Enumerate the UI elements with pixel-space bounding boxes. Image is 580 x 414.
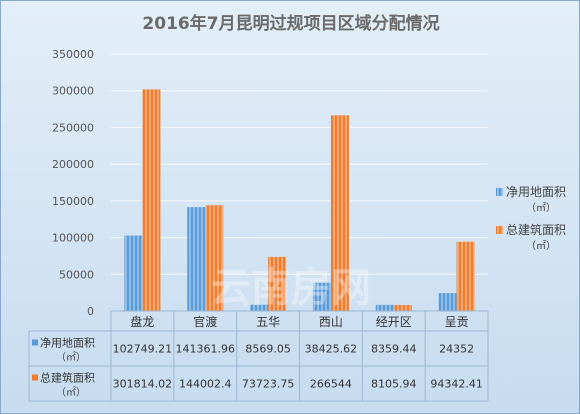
watermark: 云南房网 [211,265,371,311]
bar-net-land-area [124,235,143,311]
y-tick-label: 200000 [52,158,94,171]
y-tick-label: 50000 [59,268,94,281]
table-cell-value: 102749.21 [113,343,173,356]
bar-net-land-area [375,304,394,311]
category-label: 五华 [256,315,280,329]
table-cell-value: 24352 [439,343,474,356]
y-tick-label: 150000 [52,195,94,208]
category-label: 西山 [319,315,343,329]
table-series-name: 净用地面积 [40,336,95,350]
table-cell-value: 94342.41 [430,378,483,391]
table-cell-value: 144002.4 [179,378,232,391]
bars [124,89,475,311]
table-cell-value: 141361.96 [176,343,236,356]
bar-total-floor-area [330,115,349,311]
table-cell-value: 301814.02 [113,378,173,391]
y-tick-label: 350000 [52,48,94,61]
y-axis-ticks: 0 50000 100000 150000 200000 250000 300000 3500… [52,48,94,318]
table-series-swatch [32,374,38,381]
y-tick-label: 300000 [52,85,94,98]
gridlines [111,53,488,312]
y-tick-label: 250000 [52,121,94,134]
legend-swatch [496,226,503,234]
chart-title: 2016年7月昆明过规项目区域分配情况 [142,13,439,34]
bar-net-land-area [187,207,206,311]
bar-net-land-area [312,282,331,311]
legend-unit: （㎡） [526,240,556,252]
legend-swatch [496,188,503,196]
y-tick-label: 100000 [52,232,94,245]
category-label: 呈贡 [445,315,469,329]
bar-total-floor-area [142,89,161,311]
legend-unit: （㎡） [526,202,556,214]
legend-label: 总建筑面积 [506,222,566,237]
table-cell-value: 266544 [310,378,352,391]
legend: 净用地面积 （㎡） 总建筑面积 （㎡） [496,185,566,252]
table-series-unit: （㎡） [56,352,86,364]
table-series-unit: （㎡） [56,387,86,399]
legend-label: 净用地面积 [506,185,566,199]
bar-total-floor-area [456,241,475,311]
table-series-name: 总建筑面积 [40,371,95,385]
table-cell-value: 8569.05 [245,343,291,356]
category-label: 盘龙 [130,314,154,329]
table-cell-value: 38425.62 [305,343,358,356]
table-cell-value: 73723.75 [242,378,295,391]
table-cell-value: 8105.94 [371,378,417,391]
table-series-swatch [32,339,38,346]
category-label: 经开区 [376,315,412,329]
category-label: 官渡 [193,314,217,329]
bar-total-floor-area [205,205,224,311]
bar-net-land-area [250,304,269,311]
table-cell-value: 8359.44 [371,343,417,356]
bar-net-land-area [438,293,457,311]
y-tick-label: 0 [87,305,94,318]
bar-total-floor-area [268,256,287,311]
bar-total-floor-area [393,305,412,311]
